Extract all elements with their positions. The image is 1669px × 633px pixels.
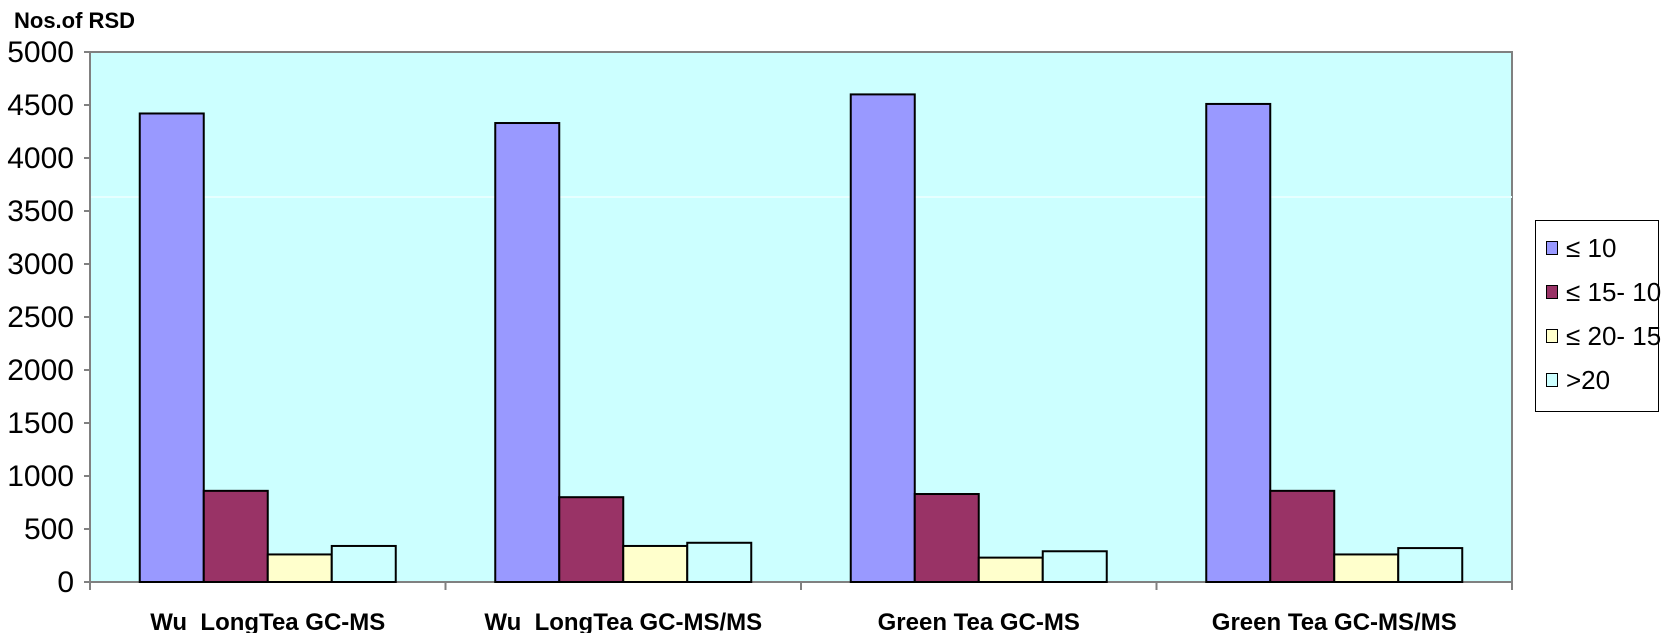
bar — [913, 493, 980, 583]
bar — [330, 544, 397, 584]
y-tick-label: 2500 — [7, 301, 74, 334]
x-tick-label: Green Tea GC-MS/MS — [1212, 609, 1457, 633]
bar — [1397, 547, 1464, 584]
y-tick-label: 3000 — [7, 248, 74, 281]
bar — [558, 496, 625, 584]
legend-swatch — [1546, 329, 1558, 343]
bar — [1041, 550, 1108, 584]
legend-item: ≤ 15- 10 — [1546, 277, 1661, 307]
x-tick-label: Wu LongTea GC-MS — [150, 609, 385, 633]
y-tick-label: 4500 — [7, 89, 74, 122]
y-tick-label: 3500 — [7, 195, 74, 228]
bar — [622, 544, 689, 584]
y-tick-label: 2000 — [7, 354, 74, 387]
x-tick-label: Wu LongTea GC-MS/MS — [484, 609, 762, 633]
legend-item: ≤ 10 — [1546, 233, 1616, 263]
legend-label: ≤ 10 — [1566, 232, 1617, 263]
legend-label: ≤ 20- 15 — [1566, 320, 1662, 351]
legend-swatch — [1546, 373, 1558, 387]
y-tick-label: 4000 — [7, 142, 74, 175]
y-tick-label: 1000 — [7, 460, 74, 493]
y-tick-label: 1500 — [7, 407, 74, 440]
bar — [849, 93, 916, 584]
bar — [1269, 489, 1336, 583]
bar — [1205, 102, 1272, 583]
legend-item: ≤ 20- 15 — [1546, 321, 1661, 351]
y-tick-label: 5000 — [7, 36, 74, 69]
bar — [494, 122, 561, 584]
bar — [202, 489, 269, 583]
bar — [977, 556, 1044, 583]
legend-swatch — [1546, 285, 1558, 299]
legend-item: >20 — [1546, 365, 1610, 395]
bar — [266, 553, 333, 584]
legend-label: >20 — [1566, 364, 1611, 395]
y-tick-label: 0 — [57, 566, 74, 599]
bar — [138, 112, 205, 583]
legend-swatch — [1546, 241, 1558, 255]
y-axis-label: Nos.of RSD — [14, 8, 135, 33]
legend: ≤ 10 ≤ 15- 10 ≤ 20- 15 >20 — [1535, 220, 1661, 412]
bar — [686, 541, 753, 584]
x-tick-label: Green Tea GC-MS — [878, 609, 1080, 633]
y-tick-label: 500 — [24, 513, 74, 546]
legend-label: ≤ 15- 10 — [1566, 276, 1662, 307]
bar — [1333, 553, 1400, 584]
